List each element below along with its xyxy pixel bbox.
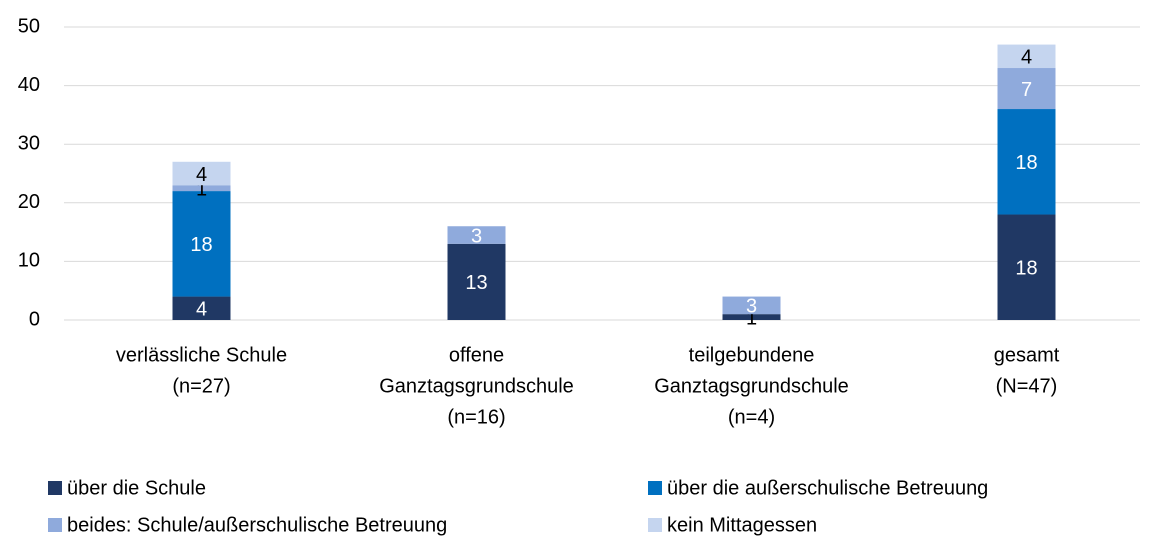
bar-segment — [172, 191, 231, 297]
data-label: 18 — [1015, 258, 1037, 280]
data-label: 1 — [196, 178, 207, 200]
legend-swatch — [648, 481, 662, 495]
bar-segment — [997, 44, 1056, 69]
bar-segment — [447, 226, 506, 244]
bar-segment — [172, 161, 231, 186]
legend-label: beides: Schule/außerschulische Betreuung — [67, 514, 447, 536]
bar-segment — [722, 314, 781, 320]
y-tick-label: 50 — [18, 15, 40, 37]
legend-label: über die außerschulische Betreuung — [667, 477, 988, 499]
data-label: 4 — [196, 299, 207, 321]
data-label: 3 — [471, 225, 482, 247]
y-tick-label: 30 — [18, 132, 40, 154]
x-tick-label: offene — [449, 344, 504, 366]
legend-label: kein Mittagessen — [667, 514, 817, 536]
bar-segment — [997, 68, 1056, 110]
legend-label: über die Schule — [67, 477, 206, 499]
x-tick-label: gesamt — [994, 344, 1060, 366]
data-label: 13 — [465, 272, 487, 294]
bar-segment — [172, 296, 231, 320]
x-tick-label: verlässliche Schule — [116, 344, 287, 366]
y-tick-label: 20 — [18, 191, 40, 213]
x-tick-label: (n=16) — [447, 406, 505, 428]
data-label: 4 — [1021, 47, 1032, 69]
x-tick-label: Ganztagsgrundschule — [654, 375, 849, 397]
data-label: 3 — [746, 296, 757, 318]
y-tick-label: 0 — [29, 308, 40, 330]
bar-segment — [447, 243, 506, 320]
x-tick-label: (n=4) — [728, 406, 775, 428]
x-tick-label: (N=47) — [996, 375, 1058, 397]
bar-segment — [997, 214, 1056, 320]
data-label: 7 — [1021, 79, 1032, 101]
y-tick-label: 40 — [18, 74, 40, 96]
x-tick-label: teilgebundene — [689, 344, 815, 366]
bar-segment — [722, 296, 781, 315]
legend-swatch — [48, 518, 62, 532]
y-tick-label: 10 — [18, 250, 40, 272]
data-label: 18 — [1015, 152, 1037, 174]
data-label: 18 — [190, 234, 212, 256]
x-tick-label: Ganztagsgrundschule — [379, 375, 574, 397]
data-label: 4 — [196, 164, 207, 186]
bar-segment — [172, 185, 231, 192]
x-tick-label: (n=27) — [172, 375, 230, 397]
legend-swatch — [48, 481, 62, 495]
legend-swatch — [648, 518, 662, 532]
data-label: 1 — [746, 307, 757, 329]
bar-segment — [997, 109, 1056, 215]
